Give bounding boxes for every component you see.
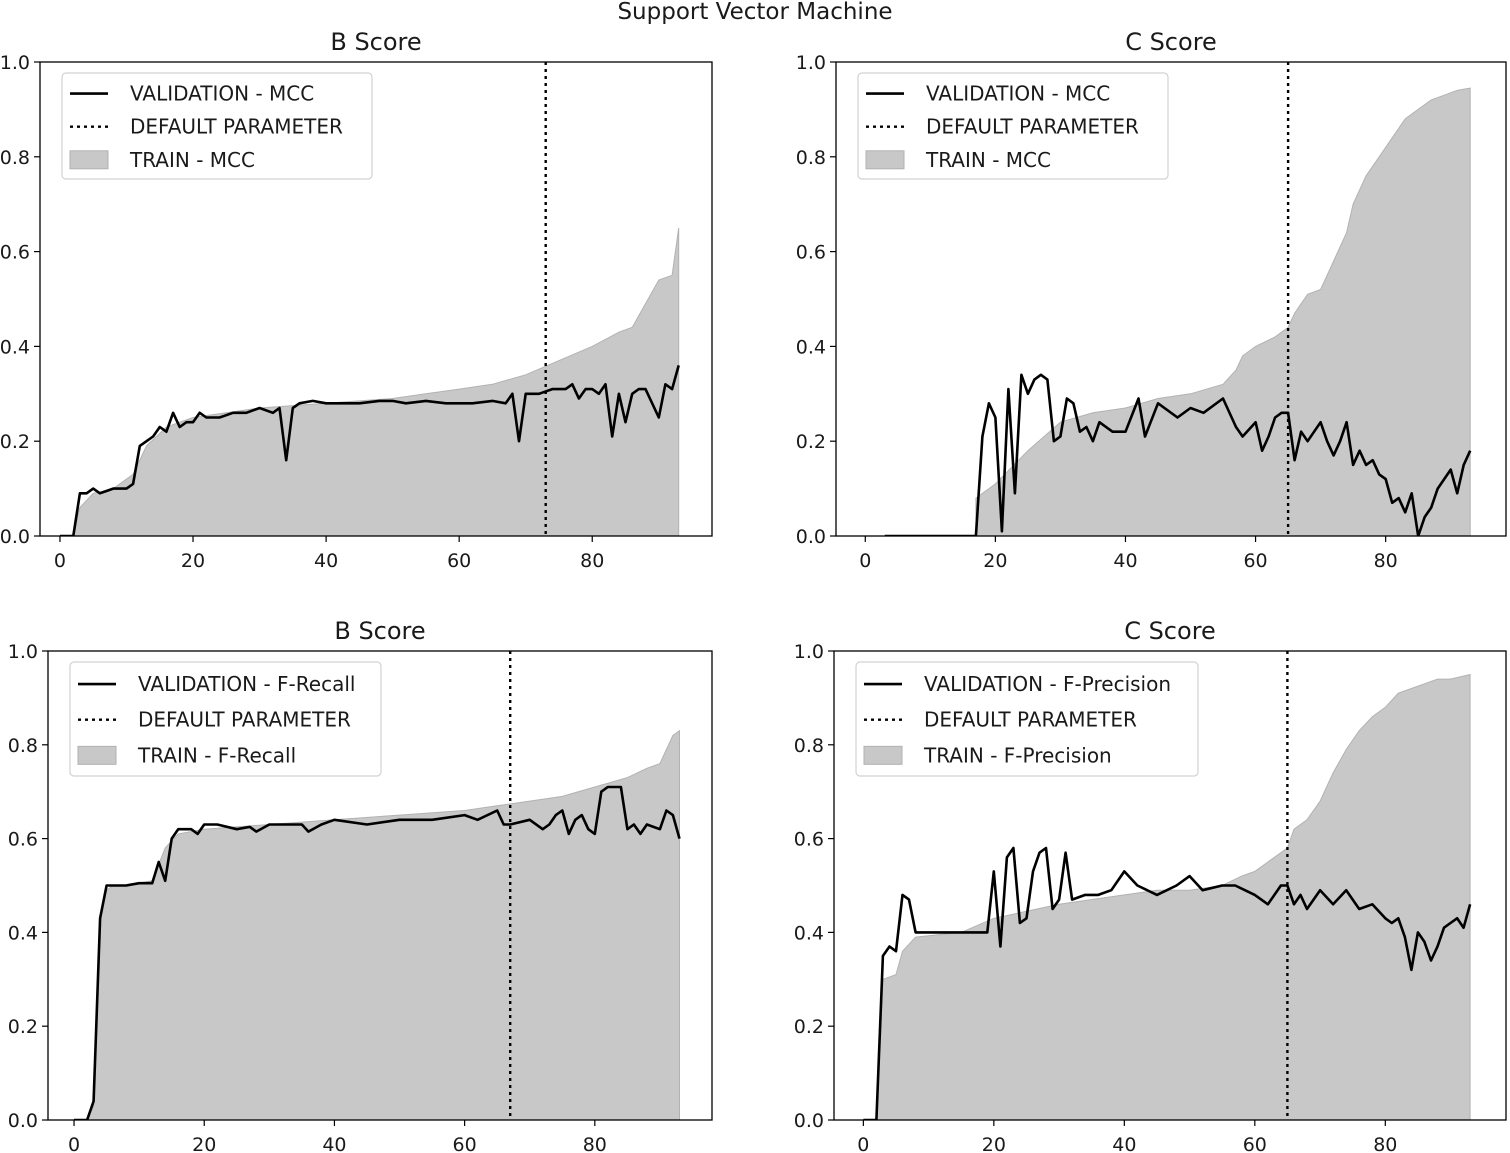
legend-label: DEFAULT PARAMETER (924, 708, 1137, 732)
chart-panel-3: B Score 0 20 40 60 80 0.0 0.2 0.4 0.6 0.8 1.0 VALIDA… (8, 617, 713, 1153)
y-tick-label: 0.6 (8, 829, 38, 851)
figure-title: Support Vector Machine (617, 0, 892, 25)
y-tick-label: 1.0 (0, 52, 30, 74)
chart-panel-2: C Score 0 20 40 60 80 0.0 0.2 0.4 0.6 0.8 1.0 VALIDA… (796, 28, 1507, 572)
y-tick-label: 0.4 (0, 336, 30, 358)
y-tick-label: 0.0 (796, 526, 826, 548)
y-tick-label: 0.2 (796, 431, 826, 453)
x-tick-label: 80 (1374, 550, 1398, 572)
x-tick-label: 60 (453, 1134, 477, 1153)
legend-train-swatch (865, 150, 905, 170)
panel-title: C Score (1124, 617, 1216, 645)
axes-frame (835, 61, 1507, 537)
x-tick-label: 40 (1112, 1134, 1136, 1153)
y-tick-label: 0.8 (8, 735, 38, 757)
y-tick-label: 0.6 (0, 242, 30, 264)
legend-label: VALIDATION - MCC (926, 82, 1110, 106)
legend-label: DEFAULT PARAMETER (130, 115, 343, 139)
y-tick-label: 0.0 (8, 1110, 38, 1132)
legend-train-swatch (863, 745, 903, 765)
legend-label: TRAIN - F-Recall (137, 743, 296, 767)
train-area-series (74, 729, 680, 1120)
legend-box (61, 72, 373, 180)
x-tick-label: 60 (1243, 1134, 1267, 1153)
legend-box (855, 661, 1199, 777)
x-tick-label: 80 (583, 1134, 607, 1153)
axes-frame (47, 650, 713, 1121)
legend-train-swatch (69, 150, 109, 170)
x-tick-label: 20 (181, 550, 205, 572)
y-tick-label: 0.6 (796, 242, 826, 264)
x-tick-label: 0 (859, 550, 871, 572)
y-tick-label: 1.0 (796, 52, 826, 74)
y-tick-label: 0.0 (0, 526, 30, 548)
legend-label: VALIDATION - F-Precision (924, 672, 1171, 696)
y-tick-label: 0.4 (796, 336, 826, 358)
panel-title: B Score (334, 617, 425, 645)
legend-train-swatch (77, 745, 117, 765)
y-tick-label: 0.6 (794, 829, 824, 851)
y-tick-label: 1.0 (8, 641, 38, 663)
y-tick-label: 0.2 (0, 431, 30, 453)
legend-label: VALIDATION - F-Recall (138, 672, 355, 696)
y-tick-label: 0.2 (794, 1016, 824, 1038)
legend-box (69, 661, 382, 777)
x-tick-label: 20 (192, 1134, 216, 1153)
panel-title: B Score (330, 28, 421, 56)
train-area-series (60, 227, 680, 536)
axes-frame (39, 61, 713, 537)
y-tick-label: 0.8 (0, 147, 30, 169)
x-tick-label: 60 (447, 550, 471, 572)
validation-line-series (884, 373, 1472, 536)
x-tick-label: 80 (1373, 1134, 1397, 1153)
legend-label: TRAIN - MCC (925, 148, 1051, 172)
chart-panel-4: C Score 0 20 40 60 80 0.0 0.2 0.4 0.6 0.8 1.0 VALIDA… (794, 617, 1507, 1153)
x-tick-label: 20 (982, 1134, 1006, 1153)
legend-label: DEFAULT PARAMETER (926, 115, 1139, 139)
legend-label: VALIDATION - MCC (130, 82, 314, 106)
x-tick-label: 60 (1243, 550, 1267, 572)
y-tick-label: 0.2 (8, 1016, 38, 1038)
chart-panel-1: B Score 0 20 40 60 80 0.0 0.2 0.4 0.6 0.8 1.0 VALIDA… (0, 28, 713, 572)
x-tick-label: 40 (1113, 550, 1137, 572)
legend-label: TRAIN - MCC (129, 148, 255, 172)
legend-label: DEFAULT PARAMETER (138, 708, 351, 732)
validation-line-series (863, 846, 1472, 1120)
x-tick-label: 0 (857, 1134, 869, 1153)
panel-title: C Score (1125, 28, 1217, 56)
x-tick-label: 20 (983, 550, 1007, 572)
y-tick-label: 0.4 (794, 922, 824, 944)
x-tick-label: 0 (68, 1134, 80, 1153)
x-tick-label: 0 (54, 550, 66, 572)
x-tick-label: 80 (580, 550, 604, 572)
y-tick-label: 0.4 (8, 922, 38, 944)
panels: B Score 0 20 40 60 80 0.0 0.2 0.4 0.6 0.8 1.0 VALIDA… (0, 28, 1507, 1153)
y-tick-label: 0.8 (796, 147, 826, 169)
x-tick-label: 40 (322, 1134, 346, 1153)
validation-line-series (60, 365, 680, 536)
validation-line-series (74, 785, 681, 1120)
legend-box (857, 72, 1169, 180)
x-tick-label: 40 (314, 550, 338, 572)
y-tick-label: 0.0 (794, 1110, 824, 1132)
legend-label: TRAIN - F-Precision (923, 743, 1112, 767)
axes-frame (833, 650, 1507, 1121)
y-tick-label: 0.8 (794, 735, 824, 757)
y-tick-label: 1.0 (794, 641, 824, 663)
